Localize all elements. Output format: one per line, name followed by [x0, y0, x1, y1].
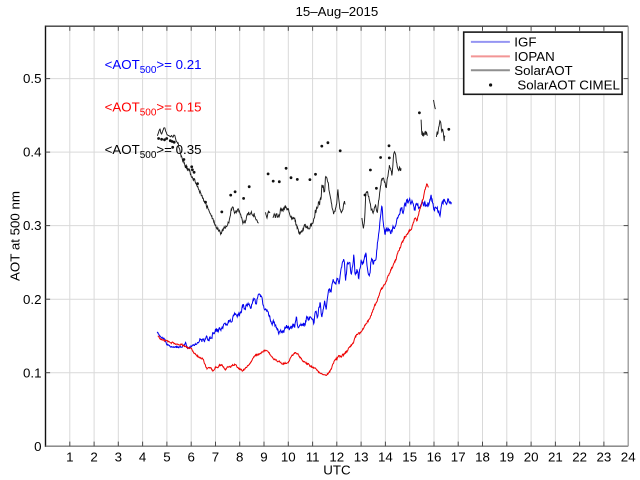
svg-text:15: 15 [402, 450, 417, 465]
svg-text:3: 3 [115, 450, 122, 465]
svg-text:SolarAOT CIMEL: SolarAOT CIMEL [517, 78, 619, 93]
svg-text:12: 12 [329, 450, 344, 465]
svg-text:0.4: 0.4 [23, 145, 42, 160]
svg-text:SolarAOT: SolarAOT [514, 63, 572, 78]
svg-text:16: 16 [427, 450, 442, 465]
svg-text:IGF: IGF [514, 34, 536, 49]
svg-text:<AOT500>= 0.15: <AOT500>= 0.15 [105, 99, 202, 118]
svg-text:10: 10 [281, 450, 296, 465]
svg-text:0.2: 0.2 [23, 292, 42, 307]
svg-text:18: 18 [475, 450, 490, 465]
svg-text:0.5: 0.5 [23, 71, 42, 86]
svg-text:<AOT500>= 0.35: <AOT500>= 0.35 [105, 142, 202, 161]
svg-text:IOPAN: IOPAN [514, 49, 554, 64]
svg-text:17: 17 [451, 450, 466, 465]
svg-text:24: 24 [621, 450, 636, 465]
svg-text:0.1: 0.1 [23, 365, 42, 380]
svg-text:15–Aug–2015: 15–Aug–2015 [295, 4, 378, 19]
svg-text:11: 11 [306, 450, 320, 465]
svg-text:7: 7 [212, 450, 219, 465]
svg-text:20: 20 [524, 450, 539, 465]
svg-text:UTC: UTC [323, 463, 351, 478]
svg-text:22: 22 [572, 450, 587, 465]
svg-text:8: 8 [236, 450, 243, 465]
svg-text:6: 6 [187, 450, 194, 465]
svg-text:4: 4 [139, 450, 146, 465]
svg-text:9: 9 [260, 450, 267, 465]
svg-text:0.3: 0.3 [23, 218, 42, 233]
svg-text:14: 14 [378, 450, 393, 465]
svg-text:13: 13 [354, 450, 369, 465]
svg-text:5: 5 [163, 450, 170, 465]
svg-text:AOT at 500 nm: AOT at 500 nm [8, 191, 23, 281]
svg-text:19: 19 [499, 450, 514, 465]
svg-text:1: 1 [66, 450, 73, 465]
svg-text:23: 23 [597, 450, 612, 465]
svg-text:2: 2 [90, 450, 97, 465]
svg-text:0: 0 [34, 439, 41, 454]
svg-text:21: 21 [548, 450, 563, 465]
svg-text:<AOT500>= 0.21: <AOT500>= 0.21 [105, 57, 202, 76]
